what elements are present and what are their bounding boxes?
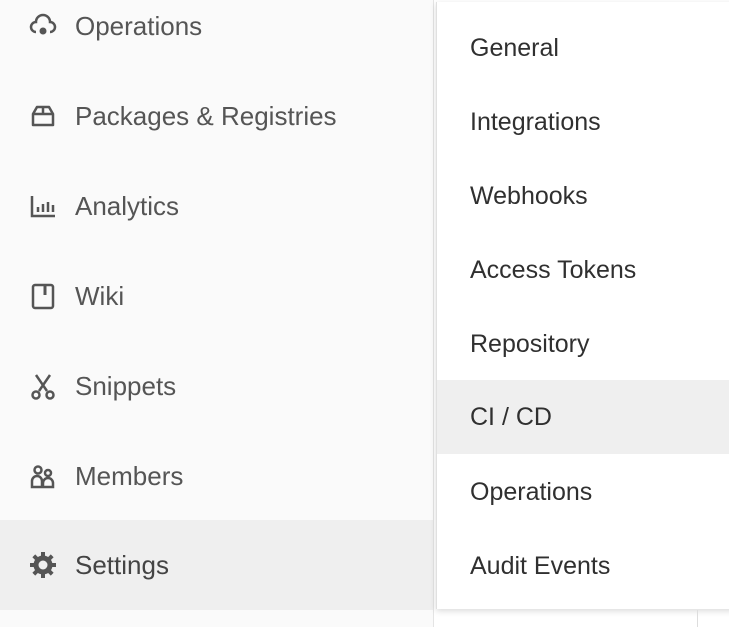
gear-icon (28, 550, 58, 580)
flyout-item-label: Audit Events (470, 551, 611, 580)
sidebar-item-analytics[interactable]: Analytics (0, 161, 433, 251)
sidebar: Operations Packages & Registries Analyti… (0, 0, 434, 627)
sidebar-item-label: Wiki (75, 280, 125, 311)
sidebar-item-snippets[interactable]: Snippets (0, 341, 433, 431)
users-icon (28, 461, 58, 491)
cloud-gear-icon (28, 11, 58, 41)
flyout-item-audit-events[interactable]: Audit Events (437, 529, 729, 603)
chart-icon (28, 191, 58, 221)
flyout-item-label: Operations (470, 477, 593, 506)
flyout-item-access-tokens[interactable]: Access Tokens (437, 233, 729, 307)
flyout-item-general[interactable]: General (437, 11, 729, 85)
sidebar-item-label: Analytics (75, 190, 180, 221)
sidebar-item-settings[interactable]: Settings (0, 520, 433, 610)
flyout-item-operations[interactable]: Operations (437, 455, 729, 529)
package-icon (28, 101, 58, 131)
sidebar-item-label: Members (75, 460, 184, 491)
sidebar-item-label: Settings (75, 549, 169, 580)
flyout-item-label: General (470, 33, 559, 62)
sidebar-item-label: Operations (75, 10, 203, 41)
sidebar-item-operations[interactable]: Operations (0, 0, 433, 71)
sidebar-item-label: Packages & Registries (75, 100, 337, 131)
flyout-item-label: Integrations (470, 107, 601, 136)
flyout-item-label: Webhooks (470, 181, 588, 210)
sidebar-item-label: Snippets (75, 370, 177, 401)
flyout-item-label: Access Tokens (470, 255, 637, 284)
flyout-item-repository[interactable]: Repository (437, 307, 729, 381)
flyout-item-ci-cd[interactable]: CI / CD (437, 380, 729, 454)
settings-flyout-menu: General Integrations Webhooks Access Tok… (436, 2, 729, 609)
sidebar-item-members[interactable]: Members (0, 431, 433, 521)
flyout-item-label: Repository (470, 329, 590, 358)
flyout-item-label: CI / CD (470, 402, 552, 431)
sidebar-item-packages[interactable]: Packages & Registries (0, 71, 433, 161)
flyout-item-webhooks[interactable]: Webhooks (437, 159, 729, 233)
sidebar-item-wiki[interactable]: Wiki (0, 251, 433, 341)
flyout-item-integrations[interactable]: Integrations (437, 85, 729, 159)
scissors-icon (28, 371, 58, 401)
content-divider (697, 610, 698, 627)
book-icon (28, 281, 58, 311)
